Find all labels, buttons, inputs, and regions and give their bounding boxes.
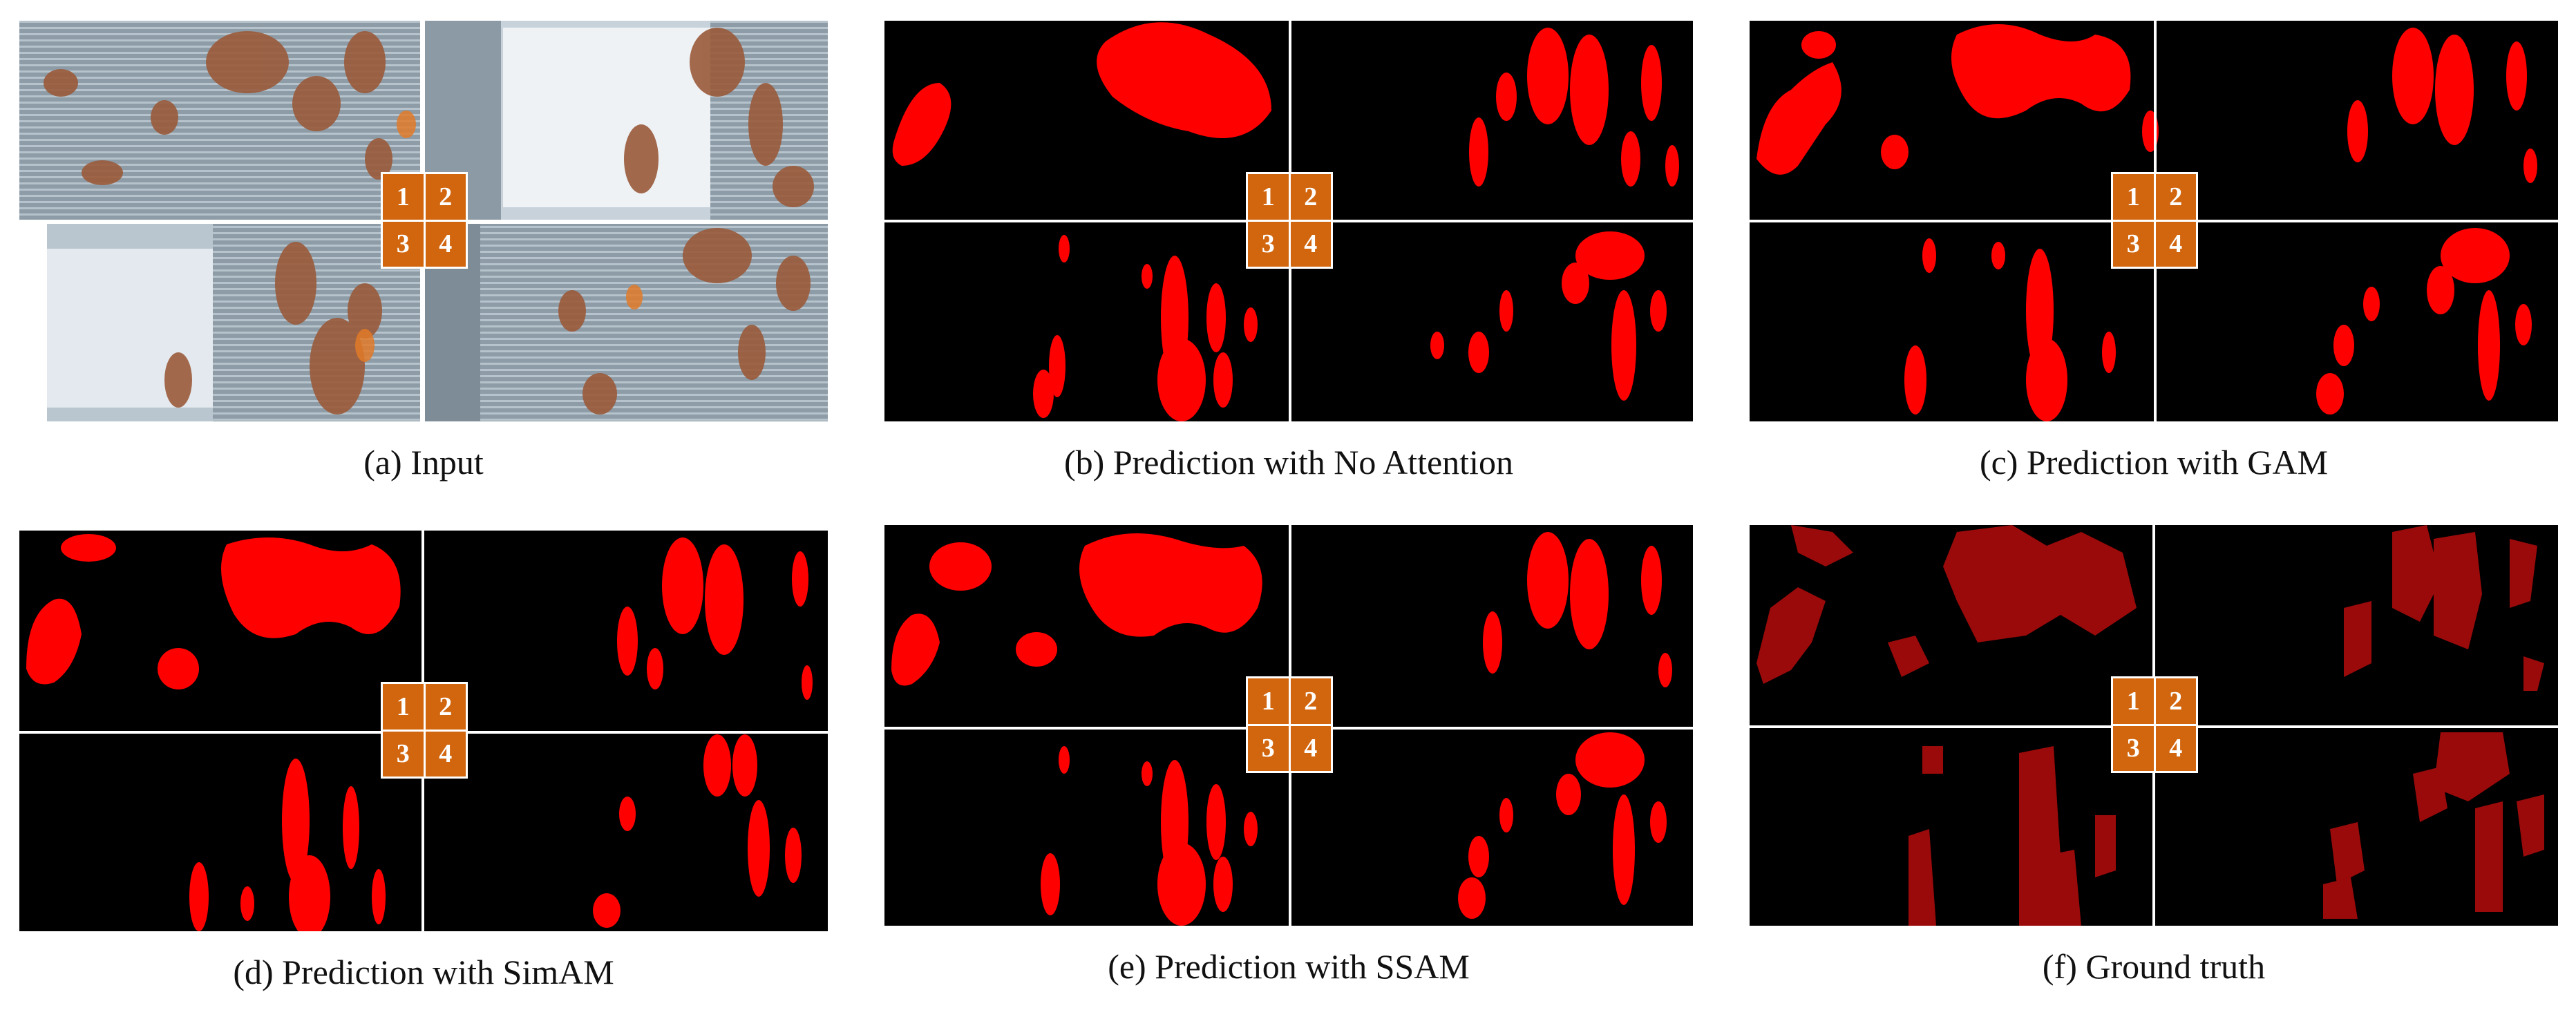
panel-caption: (f) Ground truth (2042, 947, 2266, 986)
panel-f: 1 2 3 4 (f) Ground truth (1750, 525, 2558, 986)
panel-caption: (b) Prediction with No Attention (1064, 443, 1513, 482)
panel-a: 1 2 3 4 (a) Input (19, 21, 828, 482)
quadrant-label: 1 (1248, 174, 1289, 220)
panel-c: 1 2 3 4 (c) Prediction with GAM (1750, 21, 2558, 482)
quadrant-label: 2 (425, 684, 466, 730)
quadrant-label: 3 (1248, 221, 1289, 267)
quadrant-index-badge: 1 2 3 4 (1246, 172, 1333, 269)
prediction-image: 1 2 3 4 (884, 21, 1693, 421)
quadrant-label: 4 (425, 221, 466, 267)
quadrant-index-badge: 1 2 3 4 (381, 172, 468, 269)
quadrant-label: 2 (1290, 678, 1331, 724)
panel-caption: (c) Prediction with GAM (1979, 443, 2329, 482)
quadrant-label: 1 (2113, 174, 2154, 220)
segmentation-mask-graphic (884, 21, 1693, 421)
ground-truth-image: 1 2 3 4 (1750, 525, 2558, 926)
prediction-image: 1 2 3 4 (884, 525, 1693, 926)
quadrant-label: 2 (2155, 174, 2196, 220)
quadrant-label: 3 (383, 731, 424, 776)
quadrant-label: 4 (2155, 725, 2196, 771)
quadrant-index-badge: 1 2 3 4 (2111, 172, 2198, 269)
panel-e: 1 2 3 4 (e) Prediction with SSAM (884, 525, 1693, 986)
quadrant-label: 2 (1290, 174, 1331, 220)
quadrant-label: 4 (1290, 725, 1331, 771)
quadrant-label: 1 (1248, 678, 1289, 724)
quadrant-label: 3 (1248, 725, 1289, 771)
input-photo-graphic (19, 21, 828, 421)
quadrant-label: 4 (1290, 221, 1331, 267)
quadrant-index-badge: 1 2 3 4 (1246, 676, 1333, 773)
quadrant-label: 4 (2155, 221, 2196, 267)
panel-caption: (d) Prediction with SimAM (233, 953, 614, 991)
input-image: 1 2 3 4 (19, 21, 828, 421)
quadrant-label: 3 (2113, 221, 2154, 267)
quadrant-label: 4 (425, 731, 466, 776)
quadrant-label: 2 (2155, 678, 2196, 724)
panel-d: 1 2 3 4 (d) Prediction with SimAM (19, 531, 828, 991)
prediction-image: 1 2 3 4 (1750, 21, 2558, 421)
quadrant-label: 3 (2113, 725, 2154, 771)
quadrant-label: 1 (2113, 678, 2154, 724)
quadrant-index-badge: 1 2 3 4 (381, 682, 468, 779)
segmentation-mask-graphic (19, 531, 828, 931)
ground-truth-mask-graphic (1750, 525, 2558, 926)
quadrant-label: 1 (383, 684, 424, 730)
panel-b: 1 2 3 4 (b) Prediction with No Attention (884, 21, 1693, 482)
quadrant-index-badge: 1 2 3 4 (2111, 676, 2198, 773)
prediction-image: 1 2 3 4 (19, 531, 828, 931)
panel-caption: (a) Input (363, 443, 484, 482)
panel-caption: (e) Prediction with SSAM (1108, 947, 1470, 986)
quadrant-label: 3 (383, 221, 424, 267)
quadrant-label: 1 (383, 174, 424, 220)
segmentation-mask-graphic (884, 525, 1693, 926)
quadrant-label: 2 (425, 174, 466, 220)
segmentation-mask-graphic (1750, 21, 2558, 421)
